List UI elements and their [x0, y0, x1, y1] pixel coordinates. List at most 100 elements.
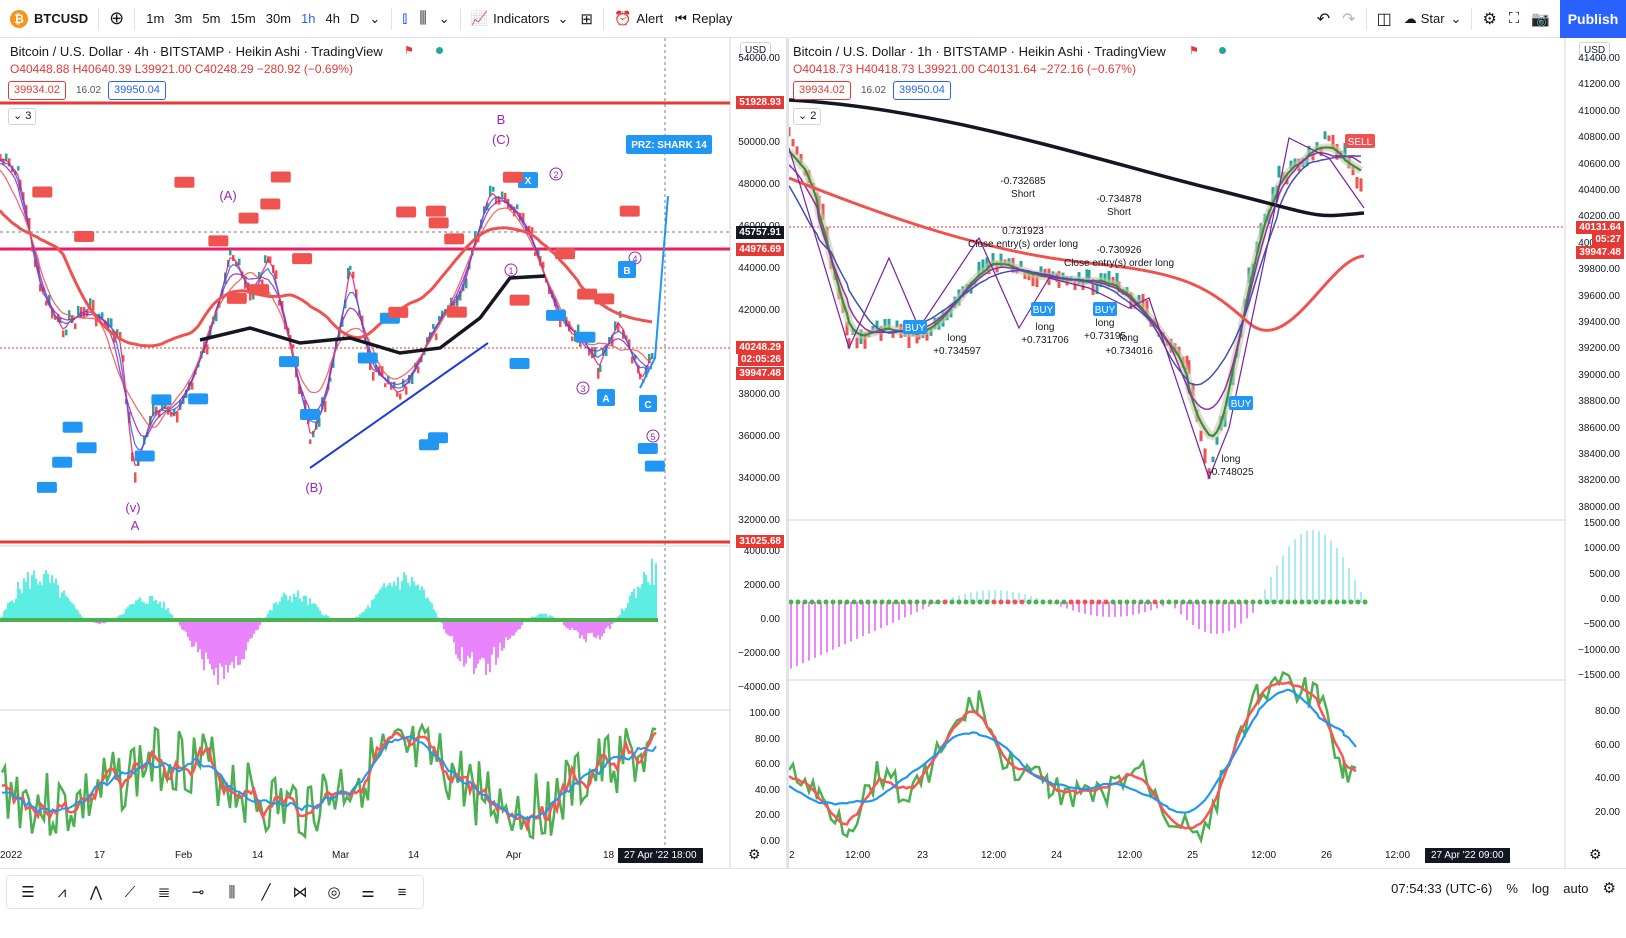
left-time-axis[interactable]: 2022 17 Feb 14 Mar 14 Apr 18 27 Apr '22 18:00	[0, 846, 730, 868]
list-settings-icon[interactable]: ≡	[397, 883, 407, 901]
candle	[599, 364, 602, 372]
compare-add-icon[interactable]: ⊕	[109, 8, 125, 28]
timeframe-4h[interactable]: 4h	[325, 11, 340, 26]
publish-button[interactable]: Publish	[1560, 0, 1626, 38]
candle	[522, 212, 525, 223]
left-price-label: 51928.93	[736, 96, 784, 109]
candle	[1331, 134, 1335, 149]
auto-scale-toggle[interactable]: auto	[1563, 880, 1589, 896]
split-layout-icon[interactable]: ◫	[1376, 10, 1392, 28]
clock-time[interactable]: 07:54:33 (UTC-6)	[1391, 880, 1493, 896]
candle-tool-icon[interactable]: ⫼	[228, 883, 236, 901]
timeframe-dropdown-icon[interactable]: ⌄	[369, 10, 381, 26]
pane-divider[interactable]	[786, 38, 789, 868]
status-area: 07:54:33 (UTC-6) % log auto ⚙	[1391, 879, 1616, 897]
indicators-button[interactable]: 📈 Indicators ⌄	[465, 0, 575, 38]
chart-style-dropdown-icon[interactable]: ⌄	[438, 10, 450, 26]
left-chart-pane[interactable]: (A) (B) B (C) (v) A PRZ: SHARK 14 X 1 2 3 4 5 A B C Bit…	[0, 38, 786, 868]
pattern-tool-icon[interactable]: ⋈	[292, 884, 308, 901]
spiral-tool-icon[interactable]: ◎	[327, 884, 341, 901]
strategy-label: -0.732685	[1000, 176, 1045, 187]
candle	[235, 261, 238, 267]
candle	[158, 410, 161, 418]
osc-dot	[1061, 599, 1067, 605]
sell-marker	[509, 294, 530, 306]
horizontal-lines-icon[interactable]: ☰	[21, 884, 35, 901]
timeframe-group: 1m 3m 5m 15m 30m 1h 4h D ⌄	[139, 0, 387, 38]
gear-icon[interactable]: ⚙	[1602, 880, 1616, 897]
left-ask-price[interactable]: 39950.04	[108, 81, 166, 100]
osc-dot	[970, 599, 976, 605]
sell-marker	[396, 206, 417, 218]
candle-style-icon[interactable]: ⫼	[419, 9, 427, 27]
sell-marker	[174, 176, 195, 188]
redo-icon[interactable]: ↷	[1342, 10, 1356, 28]
right-ohlc-values: O40418.73 H40418.73 L39921.00 C40131.64 …	[793, 62, 1136, 76]
sliders-icon[interactable]: ⚌	[361, 884, 375, 901]
right-chart-pane[interactable]: -0.732685 Short 0.731923 Close entry(s) ord…	[789, 38, 1626, 868]
trend-line-icon[interactable]: ⟋	[124, 883, 136, 901]
gear-icon[interactable]: ⚙	[1482, 10, 1497, 28]
bar-style-icon[interactable]: ⫾	[402, 9, 408, 27]
right-time-axis[interactable]: 2 12:00 23 12:00 24 12:00 25 12:00 26 12:00 27 Apr…	[789, 846, 1565, 868]
buy-marker	[134, 450, 155, 462]
right-rsi-tick: 80.00	[1594, 706, 1620, 717]
timeframe-1h[interactable]: 1h	[301, 11, 316, 26]
left-axis-settings-gear-icon[interactable]: ⚙	[748, 846, 761, 862]
osc-dot	[1194, 599, 1200, 605]
candle	[393, 381, 396, 389]
right-chart-canvas[interactable]: -0.732685 Short 0.731923 Close entry(s) ord…	[789, 38, 1626, 868]
timeframe-30m[interactable]: 30m	[265, 11, 292, 26]
left-price-axis[interactable]: 54000.0052000.0050000.0048000.0046000.00…	[730, 38, 786, 868]
alert-button[interactable]: ⏰ Alert	[608, 0, 669, 38]
right-bid-price[interactable]: 39934.02	[793, 81, 851, 100]
candle	[161, 403, 164, 410]
left-rsi-tick: 80.00	[754, 733, 780, 745]
right-indicators-collapse[interactable]: ⌄ 2	[793, 108, 822, 125]
candle	[1215, 436, 1219, 445]
right-axis-settings-gear-icon[interactable]: ⚙	[1589, 846, 1602, 862]
osc-dot	[942, 599, 948, 605]
log-scale-toggle[interactable]: log	[1531, 880, 1550, 896]
candle	[298, 386, 301, 394]
left-time-tick: Mar	[332, 850, 350, 861]
right-chart-title[interactable]: Bitcoin / U.S. Dollar · 1h · BITSTAMP · …	[793, 44, 1166, 59]
timeframe-d[interactable]: D	[349, 11, 360, 26]
camera-icon[interactable]: 📷	[1531, 10, 1550, 28]
layout-save-button[interactable]: ☁ Star ⌄	[1398, 0, 1468, 38]
left-currency-button[interactable]: USD	[740, 42, 772, 59]
replay-button[interactable]: ⏮ Replay	[669, 0, 738, 38]
buy-marker	[62, 421, 83, 433]
left-indicators-collapse[interactable]: ⌄ 3	[8, 108, 37, 125]
candle	[648, 354, 651, 364]
timeframe-5m[interactable]: 5m	[202, 11, 221, 26]
zigzag-icon[interactable]: ⩘	[57, 883, 67, 901]
right-osc-tick: 1000.00	[1583, 543, 1620, 555]
wave-pattern-icon[interactable]: ⋀	[89, 884, 103, 901]
timeframe-15m[interactable]: 15m	[230, 11, 256, 26]
left-chart-title[interactable]: Bitcoin / U.S. Dollar · 4h · BITSTAMP · …	[10, 44, 383, 59]
percent-scale-toggle[interactable]: %	[1506, 880, 1518, 896]
timeframe-1m[interactable]: 1m	[146, 11, 165, 26]
right-rsi-tick: 60.00	[1594, 739, 1620, 751]
right-currency-button[interactable]: USD	[1579, 42, 1611, 59]
candle	[381, 366, 384, 376]
osc-dot	[823, 599, 829, 605]
fib-retracement-icon[interactable]: ≣	[157, 884, 171, 901]
right-price-axis[interactable]: 41400.00 41200.00 41000.00 40800.00 40600.00…	[1565, 38, 1626, 868]
timeframe-3m[interactable]: 3m	[174, 11, 193, 26]
symbol-search[interactable]: ₿ BTCUSD	[0, 0, 94, 38]
layout-grid-icon[interactable]: ⊞	[580, 10, 593, 28]
horizontal-ray-icon[interactable]: ⊸	[191, 884, 205, 901]
fullscreen-icon[interactable]: ⛶	[1508, 10, 1520, 27]
candle	[74, 323, 77, 330]
line-tool-icon[interactable]: ╱	[261, 884, 271, 901]
left-chart-canvas[interactable]: (A) (B) B (C) (v) A PRZ: SHARK 14 X 1 2 3 4 5 A B C	[0, 38, 786, 868]
right-ask-price[interactable]: 39950.04	[893, 81, 951, 100]
candle	[887, 318, 891, 329]
undo-icon[interactable]: ↶	[1316, 10, 1331, 28]
left-bid-price[interactable]: 39934.02	[8, 81, 66, 100]
buy-marker	[1229, 396, 1253, 410]
osc-dot	[830, 599, 836, 605]
left-osc-tick: −4000.00	[738, 682, 780, 693]
